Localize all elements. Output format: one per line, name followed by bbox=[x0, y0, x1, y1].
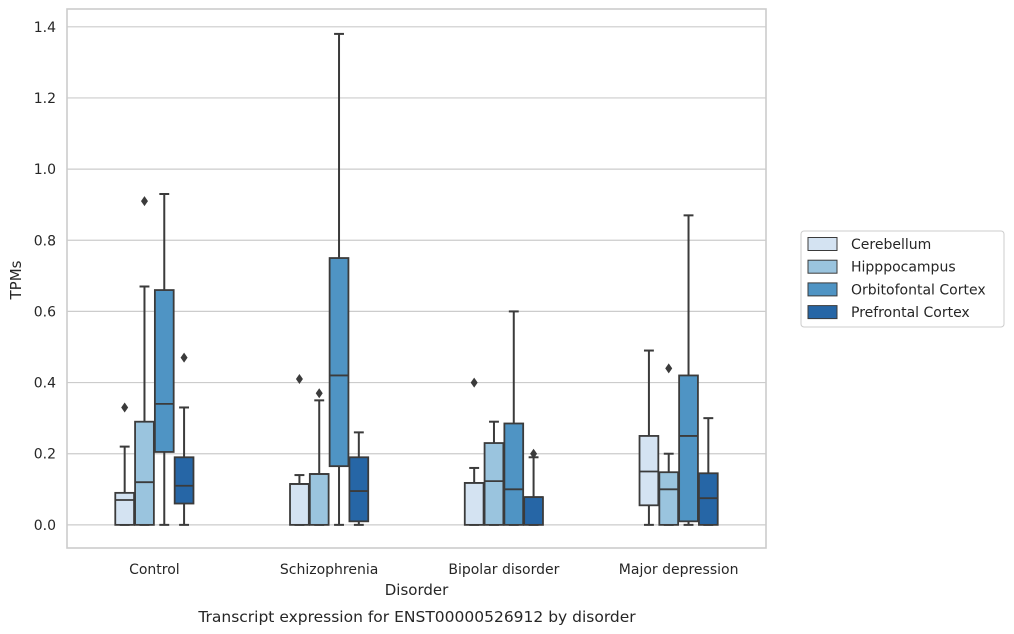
outlier-point bbox=[470, 377, 478, 388]
box-prefrontal-cortex bbox=[523, 448, 544, 526]
legend-label: Prefrontal Cortex bbox=[851, 305, 970, 321]
legend-label: Hipppocampus bbox=[851, 260, 956, 276]
legend-swatch bbox=[807, 282, 838, 297]
chart-caption: Transcript expression for ENST0000052691… bbox=[197, 608, 636, 626]
box-body bbox=[114, 491, 135, 526]
box-hipppocampus bbox=[658, 363, 680, 526]
outlier-point bbox=[665, 363, 673, 374]
y-axis-title: TPMs bbox=[7, 260, 25, 300]
legend: Cerebellum Hipppocampus Orbitofontal Corte… bbox=[800, 230, 1005, 328]
box-prefrontal-cortex bbox=[348, 431, 370, 526]
outlier-point bbox=[315, 388, 323, 399]
plot-frame bbox=[66, 8, 767, 549]
box-body bbox=[153, 289, 175, 453]
box-body bbox=[348, 456, 370, 523]
y-tick-label: 0.2 bbox=[34, 447, 56, 463]
legend-frame bbox=[800, 230, 1005, 328]
x-tick-label: Control bbox=[129, 562, 180, 578]
x-tick-labels: Control Schizophrenia Bipolar disorder Majo… bbox=[129, 562, 738, 578]
box-body bbox=[173, 456, 195, 505]
outlier-point bbox=[121, 402, 129, 413]
x-axis-title: Disorder bbox=[385, 581, 449, 599]
box-body bbox=[523, 496, 544, 526]
box-body bbox=[463, 481, 485, 526]
box-body bbox=[308, 473, 330, 526]
y-tick-label: 0.0 bbox=[34, 518, 56, 534]
box-cerebellum bbox=[463, 377, 485, 526]
y-tick-label: 0.8 bbox=[34, 233, 56, 249]
y-tick-label: 0.4 bbox=[34, 376, 56, 392]
x-tick-label: Bipolar disorder bbox=[448, 562, 559, 578]
box-orbitofontal-cortex bbox=[153, 193, 175, 526]
box-body bbox=[483, 442, 505, 526]
legend-swatch bbox=[807, 237, 838, 251]
legend-swatch bbox=[807, 305, 838, 320]
box-orbitofontal-cortex bbox=[503, 310, 525, 526]
box-body bbox=[134, 420, 155, 526]
box-cerebellum bbox=[638, 349, 660, 526]
box-body bbox=[289, 483, 310, 526]
legend-label: Orbitofontal Cortex bbox=[851, 282, 986, 298]
box-body bbox=[328, 257, 350, 468]
y-tick-labels: 0.0 0.2 0.4 0.6 0.8 1.0 1.2 1.4 bbox=[34, 20, 56, 534]
box-cerebellum bbox=[289, 374, 310, 526]
box-hipppocampus bbox=[134, 196, 155, 526]
legend-label: Cerebellum bbox=[851, 237, 931, 253]
box-orbitofontal-cortex bbox=[678, 214, 699, 526]
outlier-point bbox=[140, 196, 148, 207]
y-tick-label: 1.0 bbox=[34, 162, 56, 178]
box-hipppocampus bbox=[483, 420, 505, 526]
x-tick-label: Schizophrenia bbox=[280, 562, 378, 578]
box-prefrontal-cortex bbox=[698, 417, 719, 526]
outlier-point bbox=[295, 374, 303, 385]
box-cerebellum bbox=[114, 402, 135, 526]
box-body bbox=[503, 422, 525, 526]
y-tick-label: 1.2 bbox=[34, 91, 56, 107]
box-series bbox=[114, 32, 719, 526]
y-tick-label: 1.4 bbox=[34, 20, 56, 36]
outlier-point bbox=[530, 448, 538, 459]
box-orbitofontal-cortex bbox=[328, 32, 350, 526]
y-tick-label: 0.6 bbox=[34, 304, 56, 320]
box-body bbox=[678, 374, 699, 523]
box-body bbox=[658, 471, 680, 526]
x-tick-label: Major depression bbox=[619, 562, 739, 578]
legend-swatch bbox=[807, 259, 838, 274]
box-prefrontal-cortex bbox=[173, 352, 195, 526]
box-hipppocampus bbox=[308, 388, 330, 526]
outlier-point bbox=[180, 352, 188, 363]
